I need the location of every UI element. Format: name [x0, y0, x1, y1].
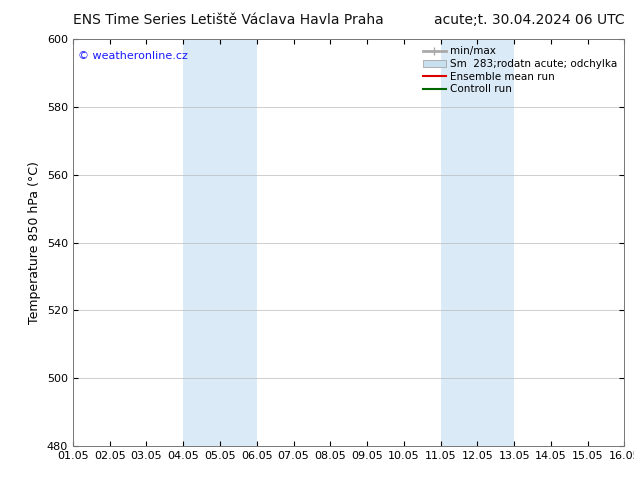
Y-axis label: Temperature 850 hPa (°C): Temperature 850 hPa (°C) [29, 161, 41, 324]
Text: acute;t. 30.04.2024 06 UTC: acute;t. 30.04.2024 06 UTC [434, 13, 624, 27]
Bar [441, 39, 514, 446]
Text: ENS Time Series Letiště Václava Havla Praha: ENS Time Series Letiště Václava Havla Pr… [73, 13, 384, 27]
Legend: min/max, Sm  283;rodatn acute; odchylka, Ensemble mean run, Controll run: min/max, Sm 283;rodatn acute; odchylka, … [421, 45, 619, 97]
Bar [183, 39, 257, 446]
Text: © weatheronline.cz: © weatheronline.cz [79, 51, 188, 61]
